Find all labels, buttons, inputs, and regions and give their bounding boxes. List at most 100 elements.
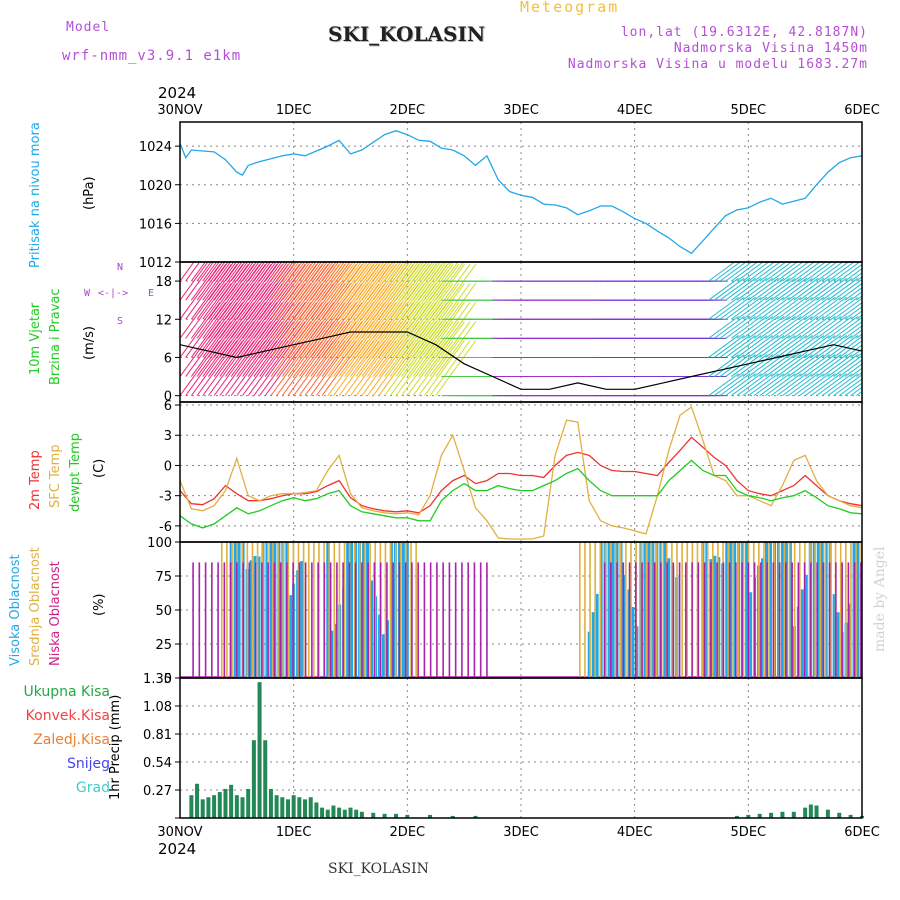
- wind-barb: [293, 262, 323, 301]
- wind-barb: [287, 263, 329, 320]
- wind-barb: [310, 263, 352, 320]
- wind-barb: [264, 340, 306, 396]
- wind-barb: [315, 302, 357, 358]
- wind-barb: [782, 373, 813, 397]
- wind-barb: [276, 263, 318, 320]
- wind-barb: [333, 262, 362, 301]
- wind-barb: [315, 283, 357, 339]
- wind-barb: [708, 296, 739, 320]
- wind-barb: [810, 277, 842, 301]
- wind-barb: [361, 262, 391, 301]
- wind-barb: [196, 340, 238, 396]
- model-name: wrf-nmm_v3.9.1 e1km: [62, 48, 242, 64]
- wind-barb: [344, 262, 374, 301]
- wind-barb: [185, 262, 215, 301]
- wind-barb: [776, 373, 808, 397]
- wind-barb: [861, 395, 862, 396]
- wind-barb: [418, 262, 434, 282]
- precip-bar: [473, 815, 478, 818]
- wind-barb: [259, 263, 300, 320]
- wind-barb: [355, 262, 385, 301]
- wind-barb: [190, 340, 232, 396]
- wind-barb: [304, 302, 346, 358]
- wind-barb: [827, 277, 859, 301]
- precip-bar: [251, 740, 256, 818]
- wind-barb: [770, 277, 802, 301]
- page-title: SKI_KOLASIN: [328, 22, 486, 46]
- wind-barb: [338, 283, 380, 339]
- wind-barb: [225, 321, 266, 377]
- wind-speed-line: [179, 331, 863, 390]
- wind-barb: [281, 302, 323, 358]
- wind-barb: [361, 283, 403, 339]
- wind-barb: [321, 262, 351, 301]
- model-elevation: Nadmorska Visina u modelu 1683.27m: [567, 57, 868, 72]
- wind-barb: [321, 321, 363, 377]
- wind-barb: [759, 315, 790, 339]
- wind-barb: [281, 262, 311, 301]
- y-tick-label: 0: [164, 459, 172, 474]
- wind-barb: [748, 315, 779, 339]
- wind-barb: [389, 263, 431, 320]
- wind-barb: [281, 263, 323, 320]
- wind-barb: [429, 302, 471, 358]
- wind-barb: [293, 340, 335, 396]
- wind-barb: [327, 321, 369, 377]
- wind-barb: [185, 321, 227, 377]
- wind-barb: [810, 354, 842, 377]
- wind-barb: [321, 262, 337, 282]
- wind-barb: [412, 302, 454, 358]
- wind-barb: [355, 283, 397, 339]
- wind-barb: [395, 263, 437, 320]
- wind-barb: [287, 262, 303, 282]
- wind-barb: [856, 295, 862, 301]
- wind-barb: [793, 262, 821, 282]
- wind-barb: [782, 335, 813, 358]
- wind-barb: [298, 262, 314, 282]
- y-tick-label: 1.08: [143, 700, 172, 715]
- wind-barb: [253, 283, 295, 339]
- wind-barb: [242, 321, 283, 377]
- wind-barb: [821, 335, 853, 358]
- panel-frame: [179, 401, 863, 543]
- wind-barb: [202, 262, 218, 282]
- wind-barb: [838, 263, 862, 282]
- wind-barb: [401, 262, 417, 282]
- wind-barb: [253, 262, 269, 282]
- y-tick-label: 0.54: [143, 756, 172, 771]
- wind-barb: [344, 340, 386, 396]
- wind-barb: [304, 321, 346, 377]
- temp-line-0: [179, 436, 863, 514]
- wind-barb: [401, 340, 443, 396]
- wind-barb: [247, 340, 289, 396]
- wind-barb: [742, 277, 773, 301]
- wind-barb: [736, 373, 768, 397]
- wind-barb: [180, 262, 195, 282]
- wind-barb: [242, 302, 283, 358]
- wind-barb: [850, 348, 862, 358]
- wind-barb: [213, 340, 255, 396]
- wind-barb: [708, 354, 739, 377]
- wind-barb: [770, 315, 802, 339]
- wind-barb: [259, 262, 275, 282]
- x-tick-label-bottom: 1DEC: [276, 825, 312, 840]
- wind-barb: [208, 283, 249, 339]
- wind-barb: [253, 302, 295, 358]
- y-tick-label: 3: [164, 429, 172, 444]
- subtitle: Meteogram: [520, 0, 620, 16]
- wind-barb: [293, 321, 335, 377]
- wind-barb: [782, 296, 813, 320]
- wind-barb: [304, 262, 320, 282]
- wind-barb: [765, 296, 796, 320]
- wind-barb: [412, 340, 454, 396]
- wind-barb: [861, 318, 862, 320]
- wind-barb: [180, 262, 209, 301]
- wind-barb: [787, 354, 819, 377]
- wind-barb: [270, 283, 312, 339]
- wind-barb: [435, 302, 477, 358]
- wind-barb: [338, 302, 380, 358]
- wind-barb: [230, 340, 272, 396]
- wind-barb: [776, 354, 808, 377]
- wind-barb: [338, 262, 354, 282]
